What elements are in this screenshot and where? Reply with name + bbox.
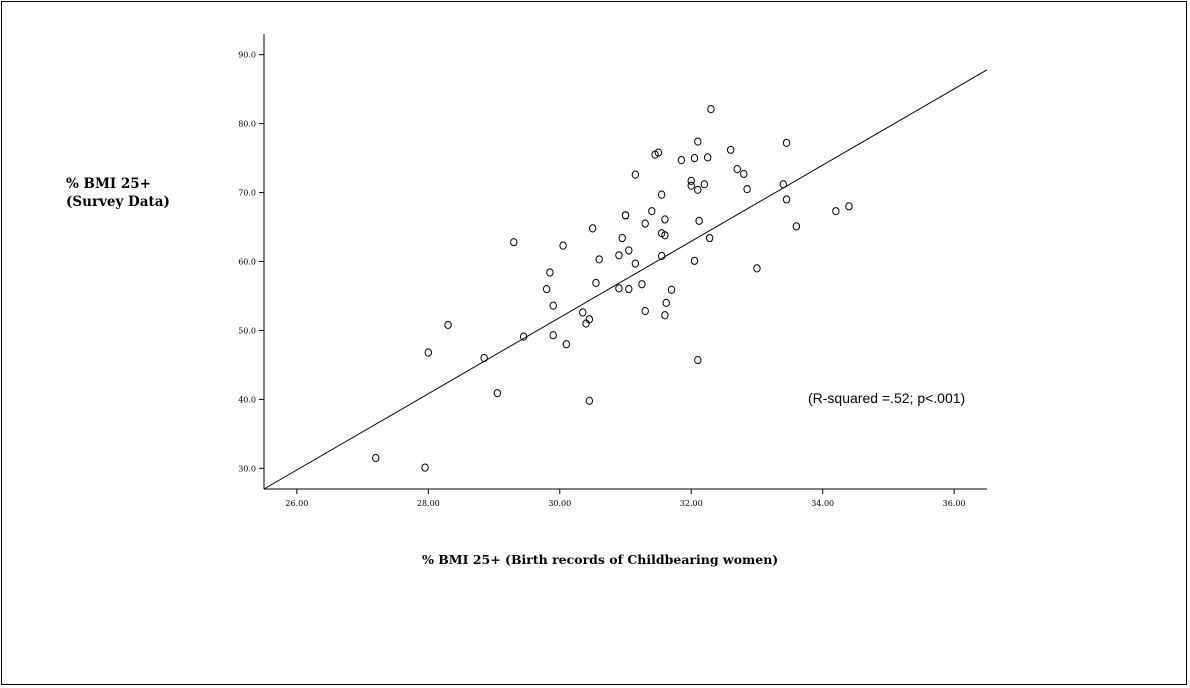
data-point [703,153,712,162]
data-point [661,231,669,240]
data-point [588,224,597,233]
data-points [372,105,853,472]
data-point [615,251,623,260]
data-point [707,105,715,114]
fit-line-group [263,69,988,490]
data-point [559,241,567,250]
data-point [694,137,702,146]
data-point [519,332,528,341]
data-point [753,264,761,273]
x-tick-label: 34.00 [811,499,834,508]
regression-line [263,69,988,490]
data-point [625,284,633,294]
data-point [480,353,488,363]
y-tick-label: 60.0 [238,258,256,267]
data-point [618,233,626,243]
x-tick-label: 26.00 [285,499,308,508]
x-tick-label: 36.00 [943,499,966,508]
data-point [421,463,429,472]
data-point [641,307,649,316]
data-point [657,190,666,199]
x-tick-label: 30.00 [548,499,571,508]
y-tick-label: 80.0 [238,120,256,129]
data-point [792,222,801,231]
data-point [372,453,380,463]
data-point [667,285,676,294]
data-point [424,348,433,357]
data-point [542,284,551,294]
data-point [690,256,699,265]
data-point [687,176,695,185]
data-point [743,185,751,194]
data-point [687,181,695,190]
data-point [631,170,640,179]
axes [263,34,987,490]
data-point [740,169,748,179]
data-point [733,165,741,174]
data-point [621,211,630,220]
ticks: 30.0 40.0 50.0 60.0 70.0 80.0 90.0 26.00 28.00 30… [238,51,965,508]
data-point [661,311,669,320]
data-point [631,259,640,268]
data-point [726,145,735,154]
data-point [661,215,669,224]
y-tick-label: 90.0 [238,51,256,60]
data-point [648,207,656,216]
data-point [832,207,840,216]
data-point [782,195,791,204]
data-point [657,251,666,261]
data-point [585,315,594,324]
data-point [579,308,587,317]
data-point [585,396,594,405]
data-point [705,233,714,243]
data-point [546,268,554,277]
data-point [595,255,603,264]
data-point [592,278,600,287]
data-point [615,284,623,293]
data-point [677,156,686,165]
data-point [549,331,557,340]
y-tick-label: 70.0 [238,189,256,198]
y-tick-label: 30.0 [238,464,256,473]
data-point [562,340,571,349]
r-squared-annotation: (R-squared =.52; p<.001) [808,390,966,406]
data-point [845,202,853,211]
data-point [641,219,649,228]
y-axis-label-line2: (Survey Data) [66,194,170,210]
data-point [444,320,452,330]
data-point [549,301,557,310]
y-tick-label: 40.0 [238,395,256,404]
data-point [662,298,670,307]
data-point [625,246,633,255]
data-point [493,389,502,398]
x-axis-label: % BMI 25+ (Birth records of Childbearing… [422,552,779,567]
data-point [510,238,518,247]
y-axis-label: % BMI 25+ (Survey Data) [66,175,170,211]
data-point [654,148,663,157]
x-tick-label: 32.00 [680,499,703,508]
data-point [782,138,791,148]
y-axis-label-line1: % BMI 25+ [66,176,151,192]
x-tick-label: 28.00 [417,499,440,508]
data-point [695,216,703,225]
data-point [638,280,646,289]
data-point [694,355,702,365]
data-point [694,185,702,194]
data-point [690,153,699,163]
data-point [779,180,787,189]
y-tick-label: 50.0 [238,326,256,335]
data-point [700,180,709,189]
